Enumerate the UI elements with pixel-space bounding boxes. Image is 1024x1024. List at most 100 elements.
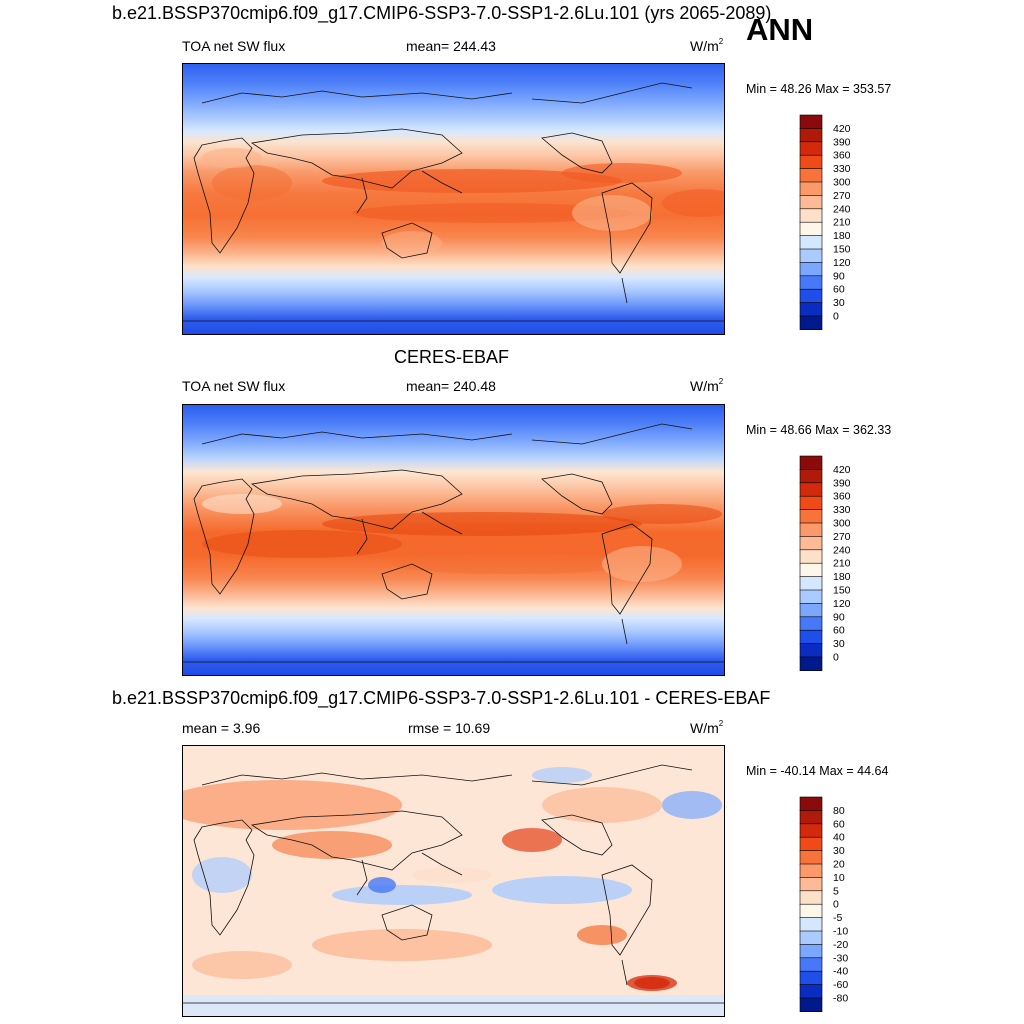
colorbar-box — [799, 168, 823, 183]
panel2-title: CERES-EBAF — [394, 347, 510, 367]
colorbar-box — [799, 275, 823, 290]
colorbar-tick-label: 180 — [833, 571, 851, 583]
colorbar-tick-label: -10 — [833, 926, 848, 938]
colorbar-tick-label: 0 — [833, 899, 839, 911]
colorbar-box — [799, 930, 823, 945]
colorbar-tick-label: 30 — [833, 845, 845, 857]
panel2-map — [182, 404, 725, 676]
colorbar-tick-label: 150 — [833, 244, 851, 256]
colorbar-tick-label: 420 — [833, 123, 851, 135]
colorbar-box — [799, 455, 823, 470]
colorbar-box — [799, 917, 823, 932]
panel3-minmax: Min = -40.14 Max = 44.64 — [746, 764, 889, 778]
panel2-variable-label: TOA net SW flux — [182, 378, 286, 394]
colorbar-box — [799, 890, 823, 905]
colorbar-box — [799, 810, 823, 825]
colorbar-box — [799, 315, 823, 330]
colorbar-box — [799, 536, 823, 551]
colorbar-box — [799, 944, 823, 959]
colorbar-box — [799, 877, 823, 892]
colorbar-box — [799, 141, 823, 156]
colorbar-tick-label: 90 — [833, 270, 845, 282]
colorbar-box — [799, 629, 823, 645]
panel2-minmax: Min = 48.66 Max = 362.33 — [746, 423, 892, 437]
season-label: ANN — [746, 12, 814, 47]
colorbar-box — [799, 796, 823, 811]
colorbar-box — [799, 469, 823, 484]
colorbar-tick-label: 330 — [833, 163, 851, 175]
colorbar-box — [799, 208, 823, 223]
panel3-map — [182, 745, 725, 1017]
colorbar-box — [799, 863, 823, 878]
panel2-mean-label: mean= 240.48 — [406, 378, 496, 394]
panel1-units: W/m2 — [690, 37, 724, 54]
colorbar-box — [799, 522, 823, 537]
panel1-map — [182, 63, 725, 335]
colorbar-tick-label: 390 — [833, 477, 851, 489]
colorbar-tick-label: 10 — [833, 872, 845, 884]
colorbar-box — [799, 235, 823, 250]
colorbar-box — [799, 262, 823, 277]
colorbar-box — [799, 495, 823, 511]
colorbar-tick-label: -20 — [833, 939, 848, 951]
colorbar-tick-label: 240 — [833, 203, 851, 215]
colorbar-tick-label: 360 — [833, 150, 851, 162]
colorbar-tick-label: -40 — [833, 966, 848, 978]
colorbar-box — [799, 997, 823, 1012]
colorbar-tick-label: -80 — [833, 993, 848, 1005]
colorbar-box — [799, 984, 823, 999]
panel2-units: W/m2 — [690, 377, 724, 394]
colorbar-tick-label: 120 — [833, 598, 851, 610]
colorbar-tick-label: 120 — [833, 257, 851, 269]
colorbar-tick-label: -60 — [833, 979, 848, 991]
panel3-title: b.e21.BSSP370cmip6.f09_g17.CMIP6-SSP3-7.… — [112, 688, 771, 708]
panel1-mean-label: mean= 244.43 — [406, 38, 496, 54]
colorbar-tick-label: 420 — [833, 464, 851, 476]
colorbar-tick-label: 180 — [833, 230, 851, 242]
panel1-minmax: Min = 48.26 Max = 353.57 — [746, 82, 892, 96]
colorbar-tick-label: 60 — [833, 284, 845, 296]
colorbar-box — [799, 288, 823, 304]
colorbar-tick-label: 210 — [833, 217, 851, 229]
main-title: b.e21.BSSP370cmip6.f09_g17.CMIP6-SSP3-7.… — [112, 3, 772, 23]
colorbar-box — [799, 509, 823, 524]
colorbar-tick-label: 30 — [833, 297, 845, 309]
colorbar-tick-label: 210 — [833, 558, 851, 570]
colorbar-tick-label: 20 — [833, 859, 845, 871]
panel1-variable-label: TOA net SW flux — [182, 38, 286, 54]
colorbar-box — [799, 589, 823, 604]
colorbar-box — [799, 195, 823, 210]
colorbar-box — [799, 836, 823, 852]
colorbar-box — [799, 903, 823, 919]
colorbar-box — [799, 562, 823, 578]
colorbar-tick-label: 270 — [833, 531, 851, 543]
colorbar-tick-label: 390 — [833, 136, 851, 148]
colorbar-tick-label: 0 — [833, 311, 839, 323]
colorbar-box — [799, 482, 823, 497]
colorbar-tick-label: 300 — [833, 518, 851, 530]
colorbar-tick-label: 300 — [833, 177, 851, 189]
colorbar-tick-label: -5 — [833, 912, 842, 924]
colorbar-tick-label: 30 — [833, 638, 845, 650]
colorbar-tick-label: 270 — [833, 190, 851, 202]
colorbar-box — [799, 549, 823, 564]
panel3-units: W/m2 — [690, 719, 724, 736]
colorbar-tick-label: 5 — [833, 885, 839, 897]
colorbar-tick-label: 60 — [833, 818, 845, 830]
colorbar-tick-label: 240 — [833, 544, 851, 556]
colorbar-box — [799, 643, 823, 658]
colorbar-box — [799, 957, 823, 972]
colorbar-box — [799, 302, 823, 317]
colorbar-box — [799, 248, 823, 263]
colorbar-tick-label: -30 — [833, 952, 848, 964]
colorbar-box — [799, 128, 823, 143]
colorbar-tick-label: 150 — [833, 585, 851, 597]
colorbar-tick-label: 90 — [833, 611, 845, 623]
colorbar-box — [799, 576, 823, 591]
colorbar-box — [799, 970, 823, 986]
colorbar-tick-label: 80 — [833, 805, 845, 817]
colorbar-box — [799, 656, 823, 671]
colorbar-box — [799, 850, 823, 865]
